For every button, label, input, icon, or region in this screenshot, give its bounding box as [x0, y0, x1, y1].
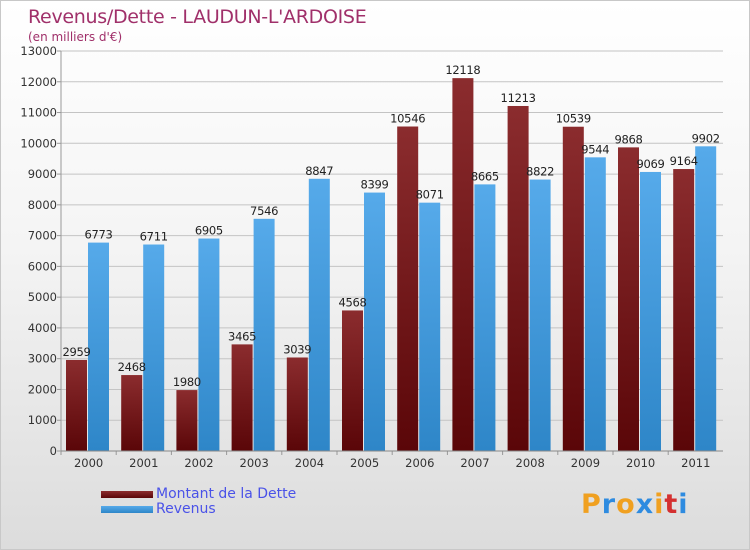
bar-revenus — [308, 178, 330, 452]
data-label-revenus: 9902 — [692, 131, 720, 145]
data-labels: 2959 6773 2468 6711 1980 6905 3465 7546 3039 8847… — [62, 63, 720, 389]
y-axis: 0 1000 2000 3000 4000 5000 6000 7000 8000 9000 100… — [20, 44, 62, 458]
bar-dette — [618, 147, 639, 451]
x-tick-label: 2004 — [295, 456, 324, 470]
x-tick-label: 2003 — [240, 456, 269, 470]
x-tick-label: 2000 — [74, 456, 103, 470]
bar-revenus — [88, 242, 109, 451]
data-label-dette: 11213 — [501, 91, 536, 105]
data-label-revenus: 8847 — [305, 164, 333, 178]
data-label-revenus: 6905 — [195, 224, 223, 238]
legend-item-dette: Montant de la Dette — [101, 487, 296, 502]
logo-letter: o — [616, 489, 636, 520]
data-label-dette: 12118 — [445, 63, 480, 77]
x-tick-label: 2007 — [460, 456, 489, 470]
chart-title: Revenus/Dette - LAUDUN-L'ARDOISE — [28, 6, 367, 28]
bar-dette — [121, 375, 143, 451]
data-label-revenus: 6711 — [140, 230, 168, 244]
data-label-dette: 4568 — [338, 295, 366, 309]
bar-revenus — [143, 244, 165, 451]
bar-dette — [673, 169, 695, 451]
data-label-dette: 9164 — [670, 154, 698, 168]
data-label-revenus: 8822 — [526, 165, 554, 179]
data-label-revenus: 6773 — [84, 228, 112, 242]
legend-swatch-revenus — [101, 506, 153, 513]
bar-revenus — [253, 218, 275, 451]
bar-dette — [452, 78, 474, 451]
y-tick-label: 7000 — [28, 229, 57, 243]
y-tick-label: 13000 — [20, 44, 57, 58]
grid-lines — [61, 50, 723, 452]
data-label-revenus: 9544 — [581, 142, 609, 156]
legend: Montant de la Dette Revenus — [101, 487, 296, 517]
y-tick-label: 1000 — [28, 413, 57, 427]
chart-subtitle: (en milliers d'€) — [28, 30, 123, 44]
y-tick-label: 9000 — [28, 167, 57, 181]
bar-revenus — [364, 192, 385, 452]
logo-letter: r — [601, 489, 617, 520]
bar-revenus — [529, 179, 551, 452]
bar-revenus — [640, 171, 661, 451]
data-label-dette: 10539 — [556, 112, 591, 126]
y-tick-label: 12000 — [20, 75, 57, 89]
y-tick-label: 11000 — [20, 106, 57, 120]
x-tick-label: 2008 — [516, 456, 545, 470]
data-label-dette: 3465 — [228, 329, 256, 343]
data-label-dette: 2959 — [62, 345, 90, 359]
bars — [66, 78, 717, 452]
bar-dette — [286, 357, 308, 451]
logo-letter: i — [654, 489, 665, 520]
data-label-dette: 2468 — [118, 360, 146, 374]
data-label-revenus: 9069 — [636, 157, 664, 171]
y-tick-label: 10000 — [20, 136, 57, 150]
x-axis: 2000 2001 2002 2003 2004 2005 2006 2007 2008 2009… — [60, 450, 723, 470]
y-tick-label: 8000 — [28, 198, 57, 212]
y-tick-label: 4000 — [28, 321, 57, 335]
data-label-revenus: 8071 — [416, 188, 444, 202]
bar-revenus — [474, 184, 496, 451]
x-tick-label: 2009 — [571, 456, 600, 470]
logo-letter: P — [581, 489, 602, 520]
logo-letter: t — [664, 489, 679, 520]
data-label-revenus: 8665 — [471, 169, 499, 183]
bar-revenus — [198, 238, 220, 451]
legend-label-revenus: Revenus — [156, 501, 216, 517]
legend-label-dette: Montant de la Dette — [156, 486, 297, 502]
data-label-dette: 3039 — [283, 342, 311, 356]
y-tick-label: 3000 — [28, 352, 57, 366]
x-tick-label: 2011 — [681, 456, 710, 470]
legend-swatch-dette — [101, 491, 153, 498]
data-label-dette: 10546 — [390, 112, 425, 126]
bar-dette — [507, 105, 529, 451]
data-label-dette: 9868 — [614, 132, 642, 146]
logo-letter: i — [678, 489, 689, 520]
proxiti-logo: Proxiti — [581, 489, 689, 520]
data-label-dette: 1980 — [173, 375, 201, 389]
y-tick-label: 5000 — [28, 290, 57, 304]
bar-dette — [562, 126, 584, 451]
x-tick-label: 2001 — [129, 456, 158, 470]
bar-dette — [342, 310, 363, 451]
x-tick-label: 2006 — [405, 456, 434, 470]
bar-revenus — [584, 157, 606, 452]
bar-revenus — [695, 146, 717, 452]
y-tick-label: 0 — [50, 444, 57, 458]
x-tick-label: 2002 — [184, 456, 213, 470]
bar-dette — [176, 390, 198, 451]
data-label-revenus: 7546 — [250, 204, 278, 218]
x-tick-label: 2005 — [350, 456, 379, 470]
bar-dette — [66, 359, 87, 451]
y-tick-label: 6000 — [28, 259, 57, 273]
x-tick-label: 2010 — [626, 456, 655, 470]
y-tick-label: 2000 — [28, 382, 57, 396]
logo-letter: x — [635, 489, 655, 520]
legend-item-revenus: Revenus — [101, 502, 296, 517]
bar-dette — [397, 126, 419, 451]
bar-revenus — [419, 202, 441, 451]
data-label-revenus: 8399 — [360, 178, 388, 192]
bar-dette — [231, 344, 253, 451]
